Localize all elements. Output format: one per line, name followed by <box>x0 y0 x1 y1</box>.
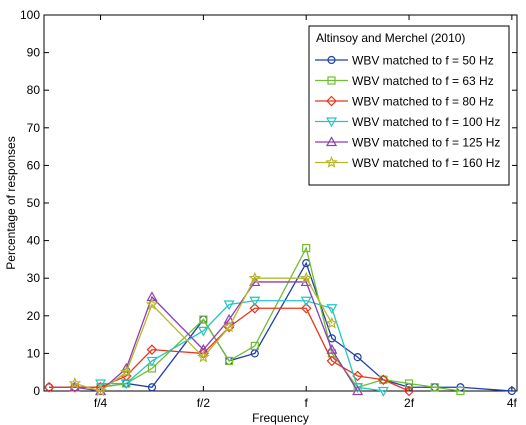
y-tick-label: 0 <box>33 384 40 398</box>
legend-entry: WBV matched to f = 63 Hz <box>315 74 494 88</box>
legend-marker <box>325 117 338 128</box>
data-point <box>68 376 82 389</box>
legend-entry: WBV matched to f = 160 Hz <box>315 155 500 170</box>
y-tick-label: 40 <box>27 234 41 248</box>
data-point <box>326 304 338 315</box>
y-tick-label: 90 <box>27 46 41 60</box>
series-line <box>74 277 333 392</box>
series-layer <box>43 244 516 397</box>
data-point <box>222 320 236 333</box>
data-point <box>146 344 158 355</box>
data-point <box>223 300 235 311</box>
series-6 <box>68 271 339 397</box>
legend-label: WBV matched to f = 100 Hz <box>352 115 500 129</box>
data-point <box>377 386 389 397</box>
data-point <box>326 355 338 367</box>
data-point <box>249 296 261 307</box>
data-point <box>95 381 106 393</box>
data-point <box>43 381 55 393</box>
y-tick-label: 10 <box>27 346 41 360</box>
x-tick-label: f/2 <box>197 396 211 410</box>
y-tick-label: 20 <box>27 309 41 323</box>
y-tick-label: 30 <box>27 271 41 285</box>
legend-title: Altinsoy and Merchel (2010) <box>316 31 465 45</box>
legend-entry: WBV matched to f = 80 Hz <box>315 95 494 109</box>
legend-marker <box>326 95 337 107</box>
data-point <box>249 302 261 314</box>
legend-marker <box>327 76 336 85</box>
data-point <box>199 315 208 324</box>
data-point <box>352 370 363 382</box>
data-point <box>302 244 311 253</box>
x-tick-label: 4f <box>507 396 518 410</box>
data-point <box>147 383 157 392</box>
x-tick-label: f <box>305 396 309 410</box>
data-point <box>352 385 364 396</box>
data-point <box>119 365 133 378</box>
data-point <box>403 385 415 397</box>
data-point <box>299 271 313 284</box>
x-tick-label: f/4 <box>94 396 108 410</box>
legend-entry: WBV matched to f = 100 Hz <box>315 115 500 129</box>
series-line <box>74 281 359 392</box>
legend-marker <box>325 136 338 147</box>
data-point <box>250 341 259 350</box>
data-point <box>456 386 465 396</box>
legend-marker <box>327 55 336 65</box>
data-point <box>146 356 158 367</box>
data-point <box>430 383 439 392</box>
x-axis-label: Frequency <box>252 411 309 425</box>
data-point <box>224 356 234 366</box>
data-point <box>197 350 210 363</box>
data-point <box>353 353 362 362</box>
legend: Altinsoy and Merchel (2010) WBV matched … <box>308 25 510 186</box>
legend-label: WBV matched to f = 50 Hz <box>352 54 494 68</box>
legend-entry: WBV matched to f = 125 Hz <box>315 136 500 150</box>
data-point <box>507 386 516 396</box>
y-tick-label: 80 <box>27 83 41 97</box>
data-point <box>94 384 107 397</box>
data-point <box>95 379 107 390</box>
data-point <box>300 296 312 307</box>
data-point <box>326 343 338 354</box>
legend-label: WBV matched to f = 63 Hz <box>352 74 494 88</box>
legend-label: WBV matched to f = 160 Hz <box>352 156 500 170</box>
y-axis: 0 10 20 30 40 50 60 70 80 90 100 <box>20 8 517 398</box>
data-point <box>145 297 159 310</box>
x-tick-label: 2f <box>404 396 415 410</box>
y-axis-label: Percentage of responses <box>4 136 18 269</box>
y-tick-label: 50 <box>27 196 41 210</box>
data-point <box>300 302 312 314</box>
y-tick-label: 100 <box>20 8 40 22</box>
legend-box <box>308 25 510 186</box>
data-point <box>377 374 389 386</box>
y-tick-label: 60 <box>27 158 41 172</box>
data-point <box>197 326 209 337</box>
y-tick-label: 70 <box>27 121 41 135</box>
legend-label: WBV matched to f = 125 Hz <box>352 136 500 150</box>
data-point <box>120 379 132 390</box>
x-axis: f/4 f/2 f 2f 4f <box>94 15 518 410</box>
data-point <box>325 316 339 329</box>
legend-entry: WBV matched to f = 50 Hz <box>315 54 494 68</box>
data-point <box>248 271 262 284</box>
legend-label: WBV matched to f = 80 Hz <box>352 95 494 109</box>
legend-marker <box>325 155 338 168</box>
